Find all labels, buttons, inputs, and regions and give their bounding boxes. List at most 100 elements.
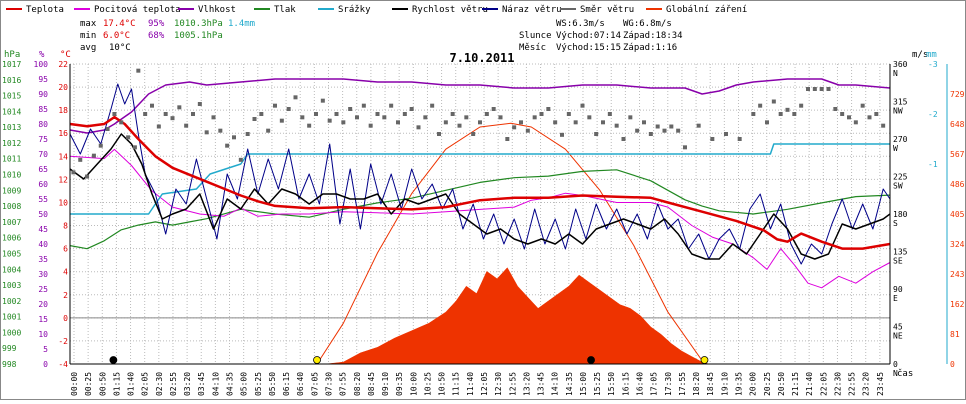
wind-direction-point	[819, 87, 824, 91]
wind-direction-point	[307, 123, 312, 128]
x-tick-label: 02:30	[155, 372, 164, 396]
x-tick-label: 07:30	[324, 372, 333, 396]
wind-direction-point	[826, 87, 831, 91]
wind-direction-point	[327, 118, 332, 123]
legend-label: Pocitová teplota	[94, 5, 181, 15]
axis-units: hPa % °C m/s mm čas	[4, 50, 937, 379]
legend: Teplota Pocitová teplota Vlhkost Tlak Srážky…	[6, 5, 747, 15]
wind-direction-tick-label: 270	[893, 135, 908, 144]
wind-direction-point	[833, 107, 838, 111]
wind-direction-point	[546, 107, 551, 111]
wind-direction-point	[792, 112, 797, 116]
humidity-tick-label: 45	[38, 225, 48, 234]
wind-direction-point	[785, 107, 790, 112]
rain-unit: mm	[926, 50, 937, 60]
wind-direction-point	[314, 112, 318, 116]
humidity-tick-label: 25	[38, 285, 48, 294]
wind-direction-point	[286, 107, 291, 111]
x-tick-label: 06:15	[282, 372, 291, 396]
wind-direction-point	[512, 125, 517, 130]
wind-direction-point	[464, 115, 469, 120]
legend-label: Rychlost větru	[412, 5, 488, 15]
humidity-tick-label: 5	[43, 345, 48, 354]
wind-direction-compass-label: W	[893, 144, 898, 153]
wind-direction-tick-label: 90	[893, 285, 903, 294]
x-tick-label: 22:05	[819, 372, 828, 396]
pressure-tick-label: 1001	[2, 313, 21, 322]
x-tick-label: 03:20	[183, 372, 192, 396]
wind-direction-point	[724, 132, 728, 136]
x-tick-label: 00:25	[84, 372, 93, 396]
wind-direction-point	[273, 103, 277, 108]
temperature-tick-label: 4	[63, 268, 68, 277]
moonset-marker	[109, 356, 118, 364]
wind-direction-point	[867, 115, 872, 120]
temperature-tick-label: 12	[58, 175, 68, 184]
axes: 9989991000100110021003100410051006100710…	[2, 60, 965, 396]
rain-tick-label: -2	[928, 110, 938, 119]
humidity-tick-label: 30	[38, 270, 48, 279]
wind-direction-point	[126, 135, 131, 140]
x-tick-label: 07:55	[339, 372, 348, 396]
humidity-tick-label: 10	[38, 330, 48, 339]
x-tick-label: 11:40	[466, 372, 475, 396]
rain-line	[70, 143, 890, 215]
pressure-unit: hPa	[4, 50, 20, 60]
x-tick-label: 12:55	[508, 372, 517, 396]
temperature-unit: °C	[60, 50, 71, 60]
x-tick-label: 16:40	[636, 372, 645, 396]
sunrise-marker	[313, 356, 321, 364]
wind-direction-point	[853, 120, 858, 125]
wind-direction-point	[184, 123, 189, 128]
wind-direction-point	[132, 145, 137, 150]
wind-direction-point	[71, 170, 76, 175]
wind-direction-point	[601, 120, 605, 125]
solar-tick-label: 567	[950, 150, 965, 159]
legend-label: Náraz větru	[502, 5, 562, 15]
temperature-tick-label: 14	[58, 152, 68, 161]
humidity-tick-label: 40	[38, 240, 48, 249]
wind-direction-point	[266, 128, 271, 133]
legend-label: Srážky	[338, 5, 371, 15]
x-tick-label: 04:35	[226, 372, 235, 396]
legend-label: Vlhkost	[198, 5, 236, 15]
wind-direction-point	[840, 112, 845, 116]
pressure-tick-label: 1011	[2, 155, 21, 164]
solar-tick-label: 486	[950, 180, 965, 189]
solar-tick-label: 243	[950, 270, 965, 279]
pressure-tick-label: 1017	[2, 60, 21, 69]
wind-direction-compass-label: E	[893, 294, 898, 303]
wind-direction-point	[662, 128, 667, 133]
humidity-unit: %	[39, 50, 45, 60]
x-tick-label: 02:55	[169, 372, 178, 396]
wind-direction-point	[628, 115, 633, 120]
pressure-tick-label: 1012	[2, 139, 21, 148]
wind-direction-tick-label: 180	[893, 210, 908, 219]
stats-min-hum: 68%	[148, 31, 165, 41]
pressure-tick-label: 1010	[2, 171, 21, 180]
wind-direction-point	[430, 103, 435, 108]
wind-direction-point	[402, 112, 407, 116]
pressure-tick-label: 1016	[2, 76, 21, 85]
wind-direction-point	[423, 115, 428, 120]
wind-direction-compass-label: SW	[893, 182, 903, 191]
solar-tick-label: 324	[950, 240, 965, 249]
solar-radiation-area	[70, 267, 890, 365]
x-tick-label: 17:05	[650, 372, 659, 396]
wind-direction-point	[751, 112, 756, 116]
x-tick-label: 12:05	[480, 372, 489, 396]
humidity-tick-label: 0	[43, 360, 48, 369]
wind-direction-point	[696, 123, 701, 128]
wind-direction-point	[191, 112, 195, 116]
pressure-tick-label: 1015	[2, 92, 21, 101]
plot-area	[69, 68, 891, 365]
x-tick-label: 00:00	[70, 372, 79, 396]
wind-direction-point	[614, 123, 619, 128]
temperature-tick-label: 16	[58, 129, 68, 138]
legend-label: Směr větru	[580, 5, 634, 15]
x-tick-label: 06:40	[296, 372, 305, 396]
x-tick-label: 08:20	[353, 372, 362, 396]
x-tick-label: 17:55	[678, 372, 687, 396]
wind-direction-point	[368, 123, 373, 128]
